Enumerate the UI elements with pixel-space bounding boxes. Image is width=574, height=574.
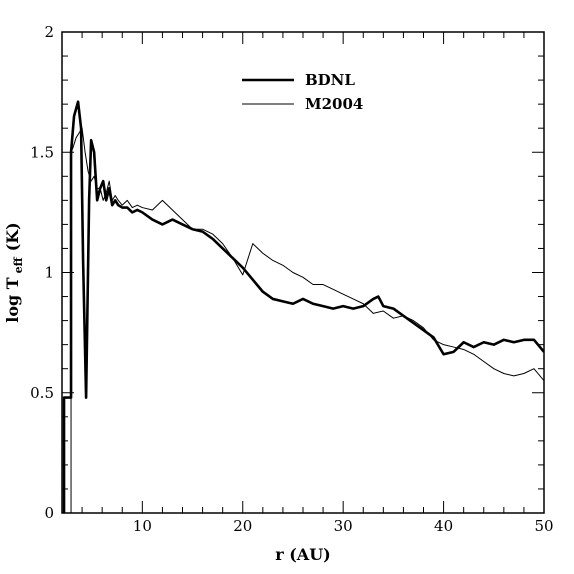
series-line-bdnl bbox=[62, 100, 544, 513]
x-tick-label: 40 bbox=[434, 517, 453, 535]
svg-text:log Teff(K): log T eff (K) bbox=[3, 222, 25, 323]
labels-layer: 10 20 30 40 50 0 0.5 1 1.5 2 bbox=[30, 23, 553, 535]
x-tick-label: 50 bbox=[534, 517, 553, 535]
y-axis-title: log T eff (K) bbox=[3, 222, 25, 323]
plot-frame bbox=[61, 31, 545, 514]
y-axis-title-unit: (K) bbox=[3, 222, 22, 251]
y-tick-label: 0 bbox=[44, 504, 54, 522]
x-tick-label: 10 bbox=[133, 517, 152, 535]
series-layer bbox=[62, 100, 544, 513]
y-axis-title-main: log T bbox=[3, 277, 22, 323]
x-axis-title: r (AU) bbox=[275, 545, 331, 564]
legend-label-m2004: M2004 bbox=[305, 95, 363, 113]
legend-label-bdnl: BDNL bbox=[305, 71, 355, 89]
ticks-layer bbox=[61, 31, 545, 514]
y-tick-label: 1 bbox=[44, 264, 54, 282]
y-tick-label: 1.5 bbox=[30, 143, 54, 161]
x-tick-label: 30 bbox=[334, 517, 353, 535]
y-axis-title-subscript: eff bbox=[12, 256, 25, 273]
x-tick-label: 20 bbox=[233, 517, 252, 535]
y-tick-label: 2 bbox=[44, 23, 54, 41]
legend: BDNL M2004 bbox=[242, 71, 363, 113]
axes-layer bbox=[61, 31, 545, 514]
series-line-m2004 bbox=[62, 127, 544, 513]
y-tick-label: 0.5 bbox=[30, 384, 54, 402]
